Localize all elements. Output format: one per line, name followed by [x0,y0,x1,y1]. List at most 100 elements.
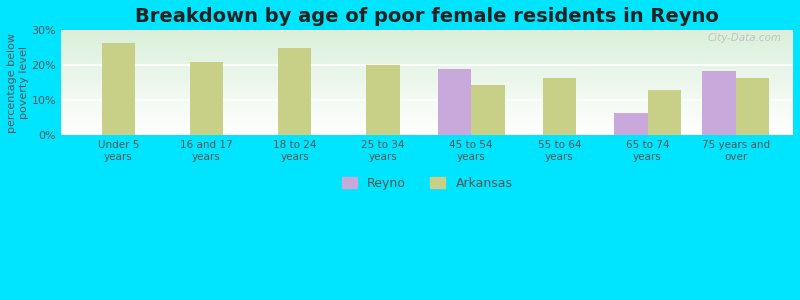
Legend: Reyno, Arkansas: Reyno, Arkansas [342,177,513,190]
Bar [61,69,793,70]
Bar [61,51,793,52]
Bar [61,120,793,121]
Bar [61,98,793,99]
Bar [61,52,793,53]
Bar [61,125,793,126]
Bar [61,54,793,56]
Bar [102,43,135,135]
Bar [61,63,793,64]
Bar [61,130,793,131]
Bar [61,132,793,133]
Bar [61,103,793,104]
Bar [61,90,793,91]
Bar [61,37,793,38]
Bar [702,70,736,135]
Bar [61,79,793,80]
Bar [61,75,793,76]
Bar [61,89,793,90]
Bar [61,118,793,120]
Text: City-Data.com: City-Data.com [708,33,782,43]
Bar [366,65,400,135]
Bar [61,46,793,47]
Bar [61,76,793,77]
Bar [61,118,793,119]
Bar [61,133,793,134]
Bar [61,61,793,62]
Bar [61,126,793,127]
Bar [61,112,793,113]
Bar [61,116,793,118]
Bar [61,30,793,31]
Bar [61,33,793,34]
Bar [61,91,793,92]
Bar [61,109,793,110]
Bar [61,65,793,66]
Bar [61,45,793,46]
Bar [61,128,793,129]
Bar [438,69,471,135]
Bar [61,35,793,37]
Bar [61,34,793,35]
Bar [61,134,793,135]
Bar [61,77,793,79]
Bar [61,86,793,87]
Bar [61,44,793,45]
Bar [61,56,793,58]
Bar [61,42,793,43]
Title: Breakdown by age of poor female residents in Reyno: Breakdown by age of poor female resident… [135,7,719,26]
Bar [61,114,793,116]
Bar [61,127,793,128]
Bar [61,60,793,61]
Bar [61,113,793,114]
Bar [61,84,793,85]
Bar [61,83,793,84]
Bar [61,111,793,112]
Bar [61,99,793,100]
Bar [61,40,793,41]
Bar [61,73,793,74]
Bar [61,82,793,83]
Bar [61,97,793,98]
Y-axis label: percentage below
poverty level: percentage below poverty level [7,33,29,133]
Bar [61,53,793,54]
Bar [61,58,793,60]
Bar [61,85,793,86]
Bar [61,62,793,63]
Bar [61,106,793,107]
Bar [61,39,793,40]
Bar [61,48,793,49]
Bar [61,66,793,67]
Bar [61,80,793,81]
Bar [61,32,793,33]
Bar [61,110,793,111]
Bar [61,129,793,130]
Bar [61,107,793,108]
Bar [61,68,793,69]
Bar [61,74,793,75]
Bar [61,102,793,103]
Bar [61,72,793,73]
Bar [61,122,793,123]
Bar [471,85,505,135]
Bar [614,112,647,135]
Bar [61,67,793,68]
Bar [61,94,793,95]
Bar [61,88,793,89]
Bar [61,49,793,50]
Bar [61,105,793,106]
Bar [61,87,793,88]
Bar [61,70,793,71]
Bar [61,71,793,72]
Bar [61,121,793,122]
Bar [61,50,793,51]
Bar [61,123,793,124]
Bar [61,100,793,101]
Bar [61,38,793,39]
Bar [61,64,793,65]
Bar [647,90,681,135]
Bar [61,101,793,102]
Bar [61,92,793,93]
Bar [61,95,793,97]
Bar [61,124,793,125]
Bar [190,62,223,135]
